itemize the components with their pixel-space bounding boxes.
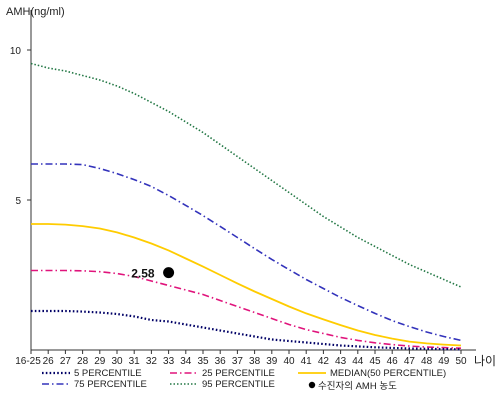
- y-axis-label: AMH(ng/ml): [6, 6, 65, 18]
- legend-label-patient-point: 수진자의 AMH 농도: [318, 381, 397, 392]
- patient-amh-point: [163, 267, 175, 279]
- y-tick-label: 5: [15, 196, 21, 207]
- series-line-75-percentile: [31, 163, 462, 342]
- series-line-25-percentile: [31, 269, 462, 349]
- x-tick-label: 31: [129, 356, 141, 367]
- x-tick-label: 47: [404, 356, 416, 367]
- x-tick-label: 30: [111, 356, 123, 367]
- legend-label-median-50-percentile-: MEDIAN(50 PERCENTILE): [330, 368, 446, 379]
- series-layer: [30, 62, 462, 351]
- legend: 5 PERCENTILE 25 PERCENTILE MEDIAN(50 PERCE…: [42, 368, 446, 392]
- x-tick-label: 49: [438, 356, 450, 367]
- patient-amh-label: 2.58: [131, 267, 155, 281]
- y-tick-label: 10: [10, 46, 22, 57]
- x-tick-label: 40: [283, 356, 295, 367]
- x-tick-label: 48: [421, 356, 433, 367]
- x-tick-label: 27: [60, 356, 72, 367]
- x-tick-label: 42: [318, 356, 330, 367]
- x-tick-label: 45: [369, 356, 381, 367]
- x-tick-label: 29: [94, 356, 106, 367]
- x-tick-label: 36: [215, 356, 227, 367]
- patient-point-layer: 2.58: [131, 267, 175, 281]
- axes: AMH(ng/ml) 5 10 16-25 26 27 28 29 30 31 32 33 34 35 36…: [6, 6, 496, 368]
- x-tick-label: 44: [352, 356, 364, 367]
- legend-label-5-percentile: 5 PERCENTILE: [74, 368, 142, 379]
- x-tick-label: 16-25: [15, 356, 41, 367]
- x-tick-label: 37: [232, 356, 244, 367]
- x-tick-label: 26: [43, 356, 55, 367]
- x-tick-label: 38: [249, 356, 261, 367]
- legend-swatch-patient-point: [308, 381, 316, 389]
- series-line-95-percentile: [30, 62, 462, 288]
- x-tick-label: 28: [77, 356, 89, 367]
- x-tick-label: 34: [180, 356, 192, 367]
- x-tick-label: 43: [335, 356, 347, 367]
- x-tick-label: 33: [163, 356, 175, 367]
- x-tick-label: 50: [455, 356, 467, 367]
- legend-label-95-percentile: 95 PERCENTILE: [202, 379, 275, 390]
- series-line-median-50-percentile-: [31, 223, 462, 347]
- x-axis-label: 나이: [474, 354, 496, 368]
- x-tick-label: 41: [301, 356, 313, 367]
- x-tick-label: 35: [197, 356, 209, 367]
- x-tick-label: 32: [146, 356, 158, 367]
- x-tick-label: 39: [266, 356, 278, 367]
- legend-label-25-percentile: 25 PERCENTILE: [202, 368, 275, 379]
- x-tick-label: 46: [387, 356, 399, 367]
- series-line-5-percentile: [31, 309, 462, 351]
- legend-label-75-percentile: 75 PERCENTILE: [74, 379, 147, 390]
